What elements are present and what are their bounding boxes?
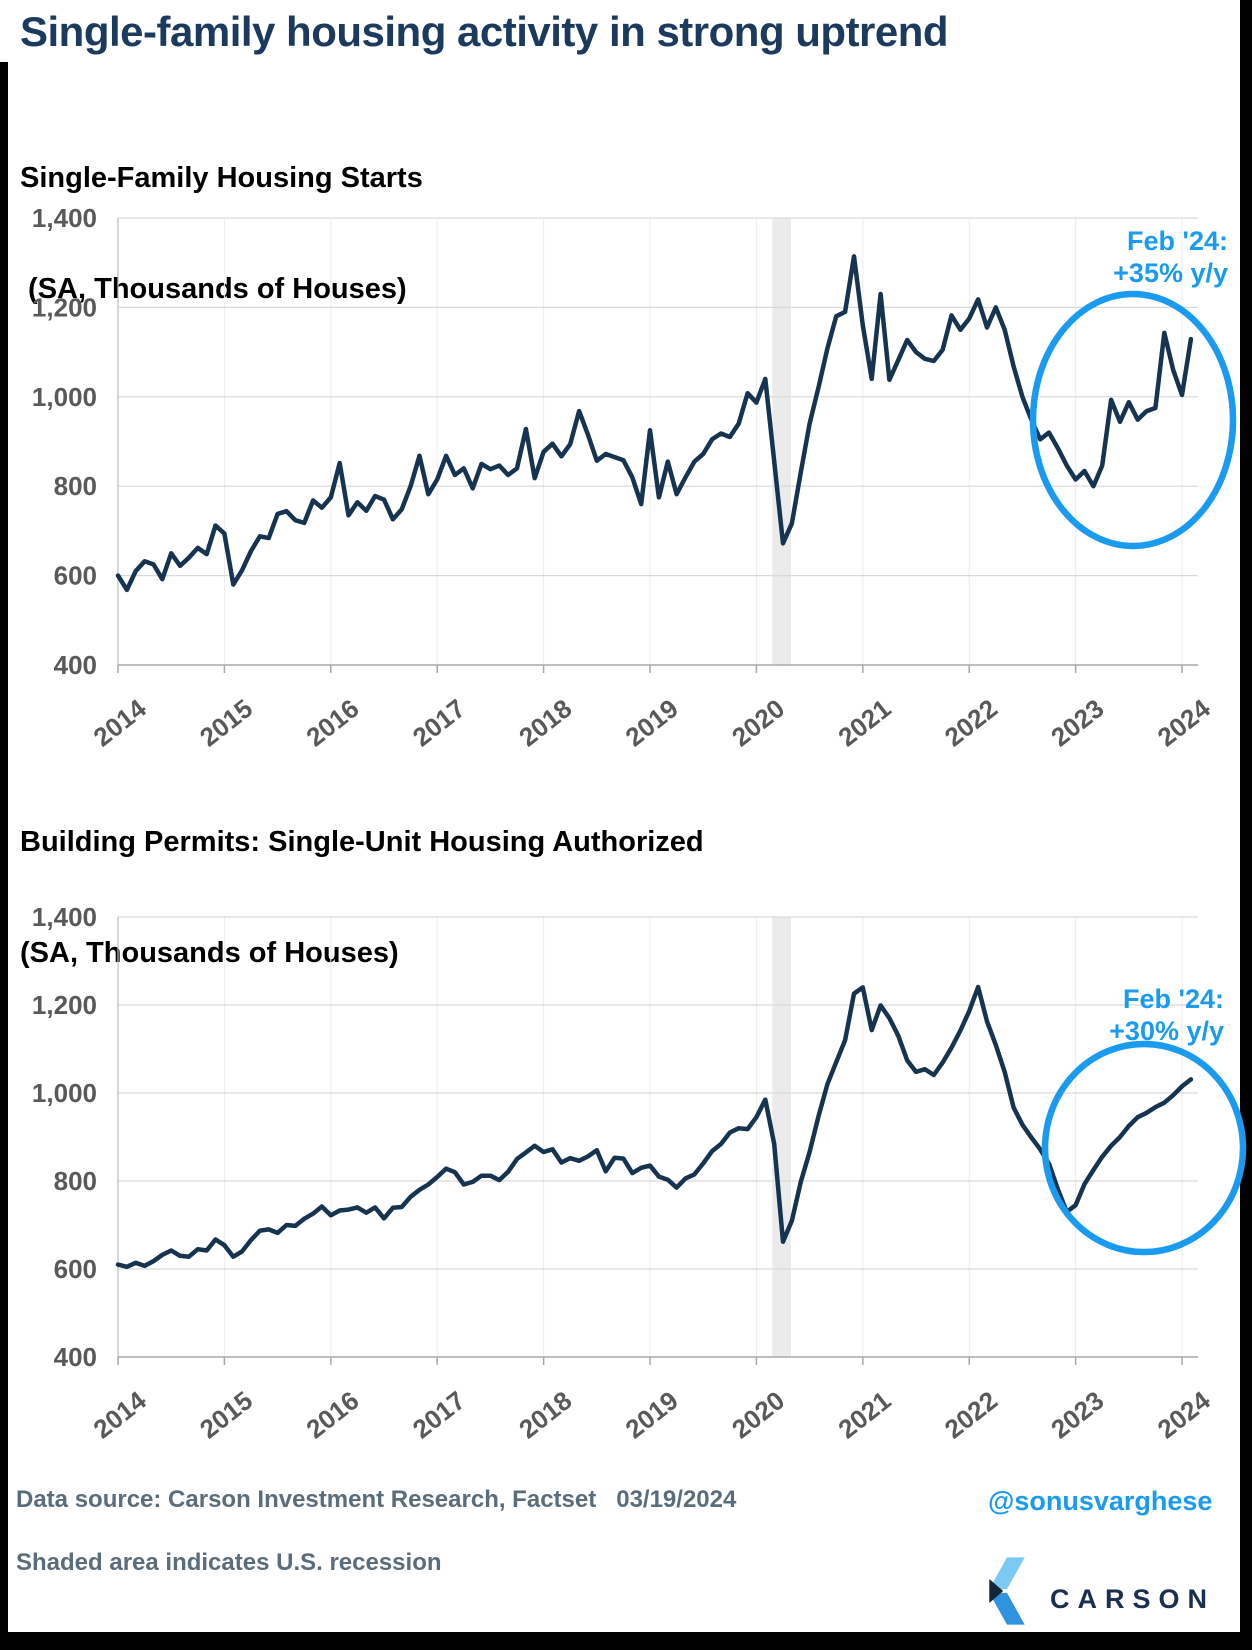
y-tick-label: 1,400	[32, 902, 97, 932]
y-tick-label: 400	[54, 650, 97, 680]
logo-top-band	[989, 1557, 1025, 1590]
y-tick-label: 800	[54, 471, 97, 501]
x-tick-label: 2017	[407, 1385, 471, 1444]
chart1-title-line1: Single-Family Housing Starts	[20, 162, 423, 194]
x-tick-label: 2017	[407, 693, 471, 752]
y-tick-label: 800	[54, 1166, 97, 1196]
y-tick-label: 400	[54, 1342, 97, 1372]
x-tick-label: 2018	[513, 693, 577, 752]
border-bottom	[0, 1632, 1252, 1650]
x-tick-label: 2020	[726, 1385, 790, 1444]
x-tick-label: 2024	[1152, 693, 1216, 753]
carson-logo: CARSON	[988, 1556, 1215, 1626]
carson-logo-icon	[989, 1557, 1025, 1625]
x-tick-label: 2016	[300, 693, 364, 752]
data-source-note: Data source: Carson Investment Research,…	[16, 1486, 737, 1513]
logo-arrow	[989, 1578, 1004, 1604]
y-tick-label: 1,200	[32, 292, 97, 322]
twitter-handle[interactable]: @sonusvarghese	[988, 1486, 1213, 1516]
border-left	[0, 62, 8, 1650]
y-tick-label: 600	[54, 1254, 97, 1284]
recession-band	[772, 917, 791, 1357]
x-tick-label: 2024	[1152, 1385, 1216, 1445]
y-tick-label: 1,200	[32, 990, 97, 1020]
chart1-title-line2: (SA, Thousands of Houses)	[20, 273, 407, 305]
x-tick-label: 2016	[300, 1385, 364, 1444]
x-tick-label: 2018	[513, 1385, 577, 1444]
x-tick-label: 2023	[1045, 1385, 1109, 1444]
permits-highlight-circle	[1041, 1040, 1247, 1256]
y-tick-label: 1,000	[32, 1078, 97, 1108]
chart2-title: Building Permits: Single-Unit Housing Au…	[20, 750, 704, 1046]
starts-annotation-line2: +35% y/y	[1113, 258, 1228, 288]
x-tick-label: 2022	[939, 1385, 1003, 1444]
x-tick-label: 2023	[1045, 693, 1109, 752]
border-right	[1240, 0, 1252, 1650]
y-tick-label: 1,400	[32, 203, 97, 233]
logo-bottom-band	[989, 1592, 1025, 1625]
x-tick-label: 2019	[620, 693, 684, 752]
page-title: Single-family housing activity in strong…	[20, 8, 949, 55]
x-tick-label: 2021	[832, 693, 896, 752]
x-tick-label: 2020	[726, 693, 790, 752]
chart1-title: Single-Family Housing Starts (SA, Thousa…	[20, 86, 423, 382]
x-tick-label: 2019	[620, 1385, 684, 1444]
x-tick-label: 2015	[194, 693, 258, 752]
y-tick-label: 1,000	[32, 382, 97, 412]
starts-annotation-group: Feb '24: +35% y/y	[1029, 226, 1237, 550]
x-tick-label: 2015	[194, 1385, 258, 1444]
permits-annotation-line1: Feb '24:	[1123, 984, 1224, 1014]
chart2-title-line1: Building Permits: Single-Unit Housing Au…	[20, 826, 704, 858]
permits-annotation-group: Feb '24: +30% y/y	[1041, 984, 1247, 1256]
carson-logo-text: CARSON	[1050, 1583, 1216, 1614]
data-line	[115, 984, 1194, 1270]
building-permits-chart: 2014 2015 2016 2017 2018 2019 2020 2021 2022 2023…	[32, 902, 1216, 1444]
recession-band	[772, 218, 791, 665]
x-tick-label: 2014	[88, 1385, 152, 1445]
starts-highlight-circle	[1029, 290, 1237, 550]
x-tick-label: 2021	[832, 1385, 896, 1444]
housing-starts-chart: 2014 2015 2016 2017 2018 2019 2020 2021 2022 2023…	[32, 203, 1216, 752]
permits-annotation-line2: +30% y/y	[1109, 1016, 1224, 1046]
x-tick-label: 2014	[88, 693, 152, 753]
x-tick-label: 2022	[939, 693, 1003, 752]
recession-note: Shaded area indicates U.S. recession	[16, 1549, 442, 1576]
starts-annotation-line1: Feb '24:	[1127, 226, 1228, 256]
chart2-title-line2: (SA, Thousands of Houses)	[20, 937, 399, 969]
data-line	[115, 254, 1194, 593]
y-tick-label: 600	[54, 561, 97, 591]
